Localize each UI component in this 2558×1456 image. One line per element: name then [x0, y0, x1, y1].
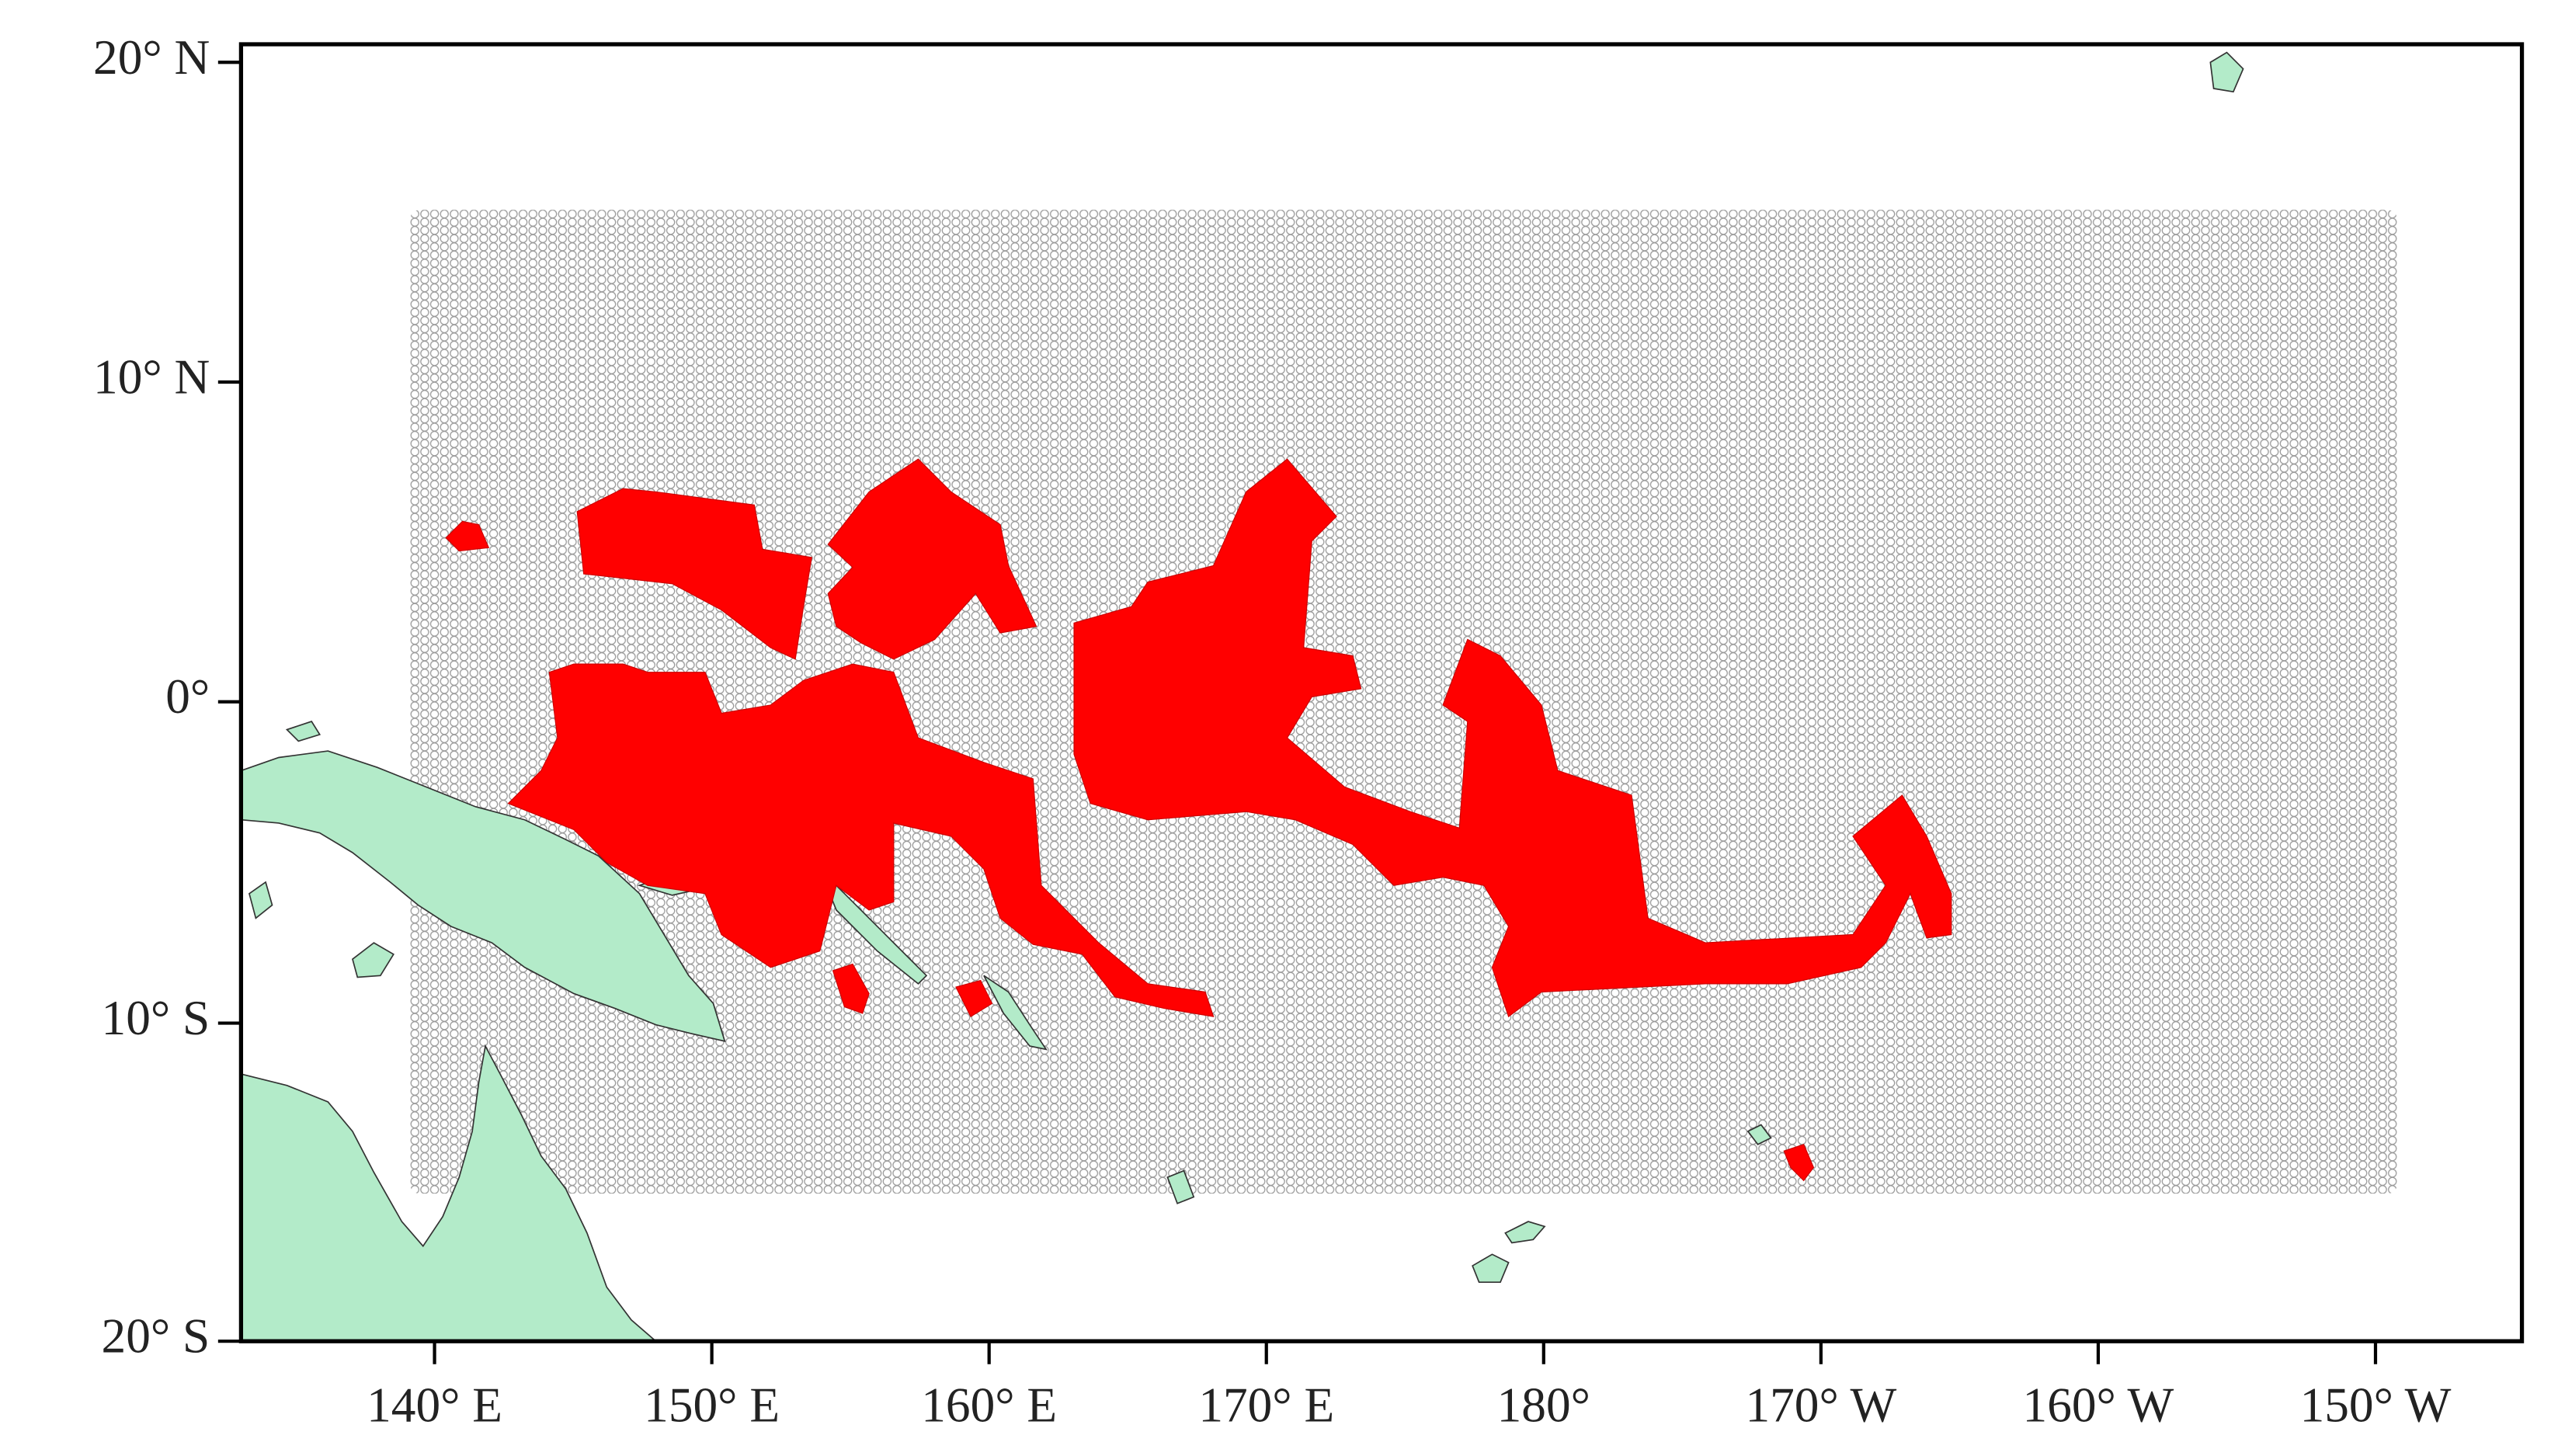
highlight-region [445, 520, 490, 552]
highlight-region [955, 979, 993, 1018]
grid-region [409, 210, 2398, 1194]
axis-ticks: 20° N 10° N 0° 10° S 20° S 140° E 150° E 160° E… [93, 30, 2452, 1433]
highlight-region [832, 963, 870, 1014]
y-tick-label: 20° N [93, 30, 210, 85]
map-area [241, 51, 2398, 1342]
x-tick-label: 170° E [1198, 1378, 1334, 1432]
land [1746, 1124, 1772, 1145]
x-tick-label: 160° E [921, 1378, 1057, 1432]
land [1472, 1253, 1510, 1284]
highlight-region [827, 458, 1037, 660]
highlight-region [1783, 1144, 1815, 1182]
land [983, 975, 1048, 1051]
x-tick-label: 150° E [644, 1378, 780, 1432]
land [1504, 1221, 1546, 1244]
highlight-region [1073, 458, 1952, 1018]
land [2209, 51, 2244, 93]
land [241, 750, 726, 1042]
x-tick-label: 180° [1497, 1378, 1590, 1432]
x-tick-label: 150° W [2300, 1378, 2452, 1432]
y-tick-label: 20° S [102, 1309, 210, 1364]
x-tick-label: 160° W [2023, 1378, 2174, 1432]
x-tick-label: 140° E [367, 1378, 502, 1432]
y-tick-label: 10° N [93, 350, 210, 405]
land [352, 942, 394, 978]
land [241, 1044, 657, 1342]
highlight-region [507, 663, 1215, 1017]
map-frame [238, 42, 2525, 1343]
y-tick-label: 10° S [102, 991, 210, 1045]
land [818, 868, 928, 985]
land [248, 881, 273, 919]
x-tick-label: 170° W [1745, 1378, 1896, 1432]
highlight-region [576, 488, 812, 660]
land [285, 721, 321, 742]
land [1166, 1169, 1195, 1204]
y-tick-label: 0° [165, 669, 210, 724]
